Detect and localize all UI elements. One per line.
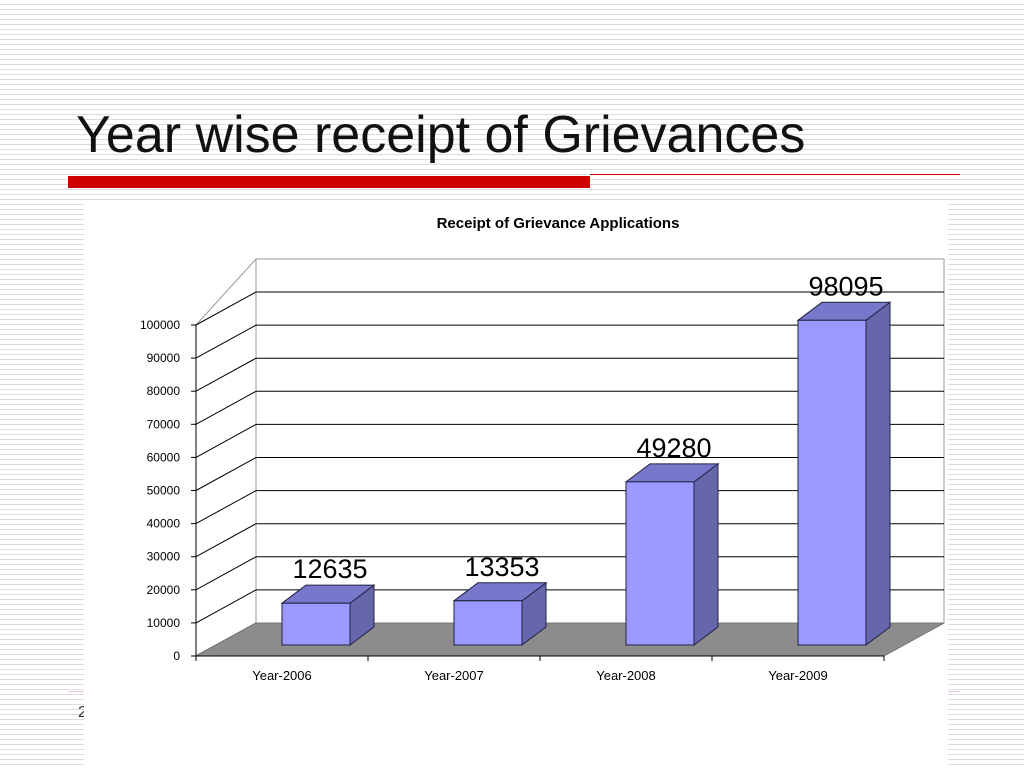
x-category-label: Year-2008 xyxy=(596,668,656,683)
chart-title: Receipt of Grievance Applications xyxy=(437,215,680,232)
chart-tick-labels: 0 10000 20000 30000 40000 50000 60000 70000 8000… xyxy=(140,318,180,663)
gridline-side xyxy=(195,589,257,624)
gridline-side xyxy=(195,324,257,359)
data-label: 98095 xyxy=(808,271,883,301)
gridline-side xyxy=(195,556,257,591)
side-wall xyxy=(195,257,257,657)
slide-number: 2 xyxy=(78,704,87,721)
title-underline-bar xyxy=(68,176,590,188)
gridline-side xyxy=(195,291,257,326)
bar-side-year-2008 xyxy=(693,462,719,646)
data-label: 13353 xyxy=(464,552,539,582)
bar-year-2007 xyxy=(453,600,523,646)
y-tick-label: 30000 xyxy=(147,550,181,564)
bar-side-year-2009 xyxy=(865,301,891,646)
x-category-label: Year-2006 xyxy=(252,668,312,683)
y-tick-label: 60000 xyxy=(147,450,181,464)
gridline-side xyxy=(195,523,257,558)
chart-axes xyxy=(191,324,885,661)
x-category-label: Year-2007 xyxy=(424,668,484,683)
y-tick-label: 10000 xyxy=(147,616,181,630)
gridline-side xyxy=(195,390,257,425)
gridline-side xyxy=(195,490,257,525)
y-tick-label: 100000 xyxy=(140,318,180,332)
gridline-side xyxy=(195,423,257,458)
bar-chart: 0 10000 20000 30000 40000 50000 60000 70000 8000… xyxy=(140,215,945,683)
chart-bars xyxy=(280,301,892,646)
bar-year-2006 xyxy=(281,602,351,646)
chart-container: 0 10000 20000 30000 40000 50000 60000 70000 8000… xyxy=(84,201,948,768)
data-label: 49280 xyxy=(636,433,711,463)
x-category-label: Year-2009 xyxy=(768,668,828,683)
bar-year-2008 xyxy=(625,481,695,646)
title-underline-line xyxy=(590,174,960,175)
footer-divider-right xyxy=(948,691,960,692)
chart-value-labels: 12635 13353 49280 98095 xyxy=(292,271,883,584)
y-tick-label: 40000 xyxy=(147,517,181,531)
gridline-side xyxy=(195,457,257,491)
y-tick-label: 20000 xyxy=(147,583,181,597)
y-tick-label: 0 xyxy=(173,649,180,663)
y-tick-label: 90000 xyxy=(147,351,181,365)
y-tick-label: 50000 xyxy=(147,484,181,498)
bar-year-2009 xyxy=(797,319,867,646)
data-label: 12635 xyxy=(292,554,367,584)
y-tick-label: 70000 xyxy=(147,417,181,431)
slide-title: Year wise receipt of Grievances xyxy=(76,106,806,164)
y-tick-label: 80000 xyxy=(147,384,181,398)
footer-divider-left xyxy=(68,691,84,692)
chart-category-labels: Year-2006 Year-2007 Year-2008 Year-2009 xyxy=(252,668,828,683)
gridline-side xyxy=(195,357,257,392)
